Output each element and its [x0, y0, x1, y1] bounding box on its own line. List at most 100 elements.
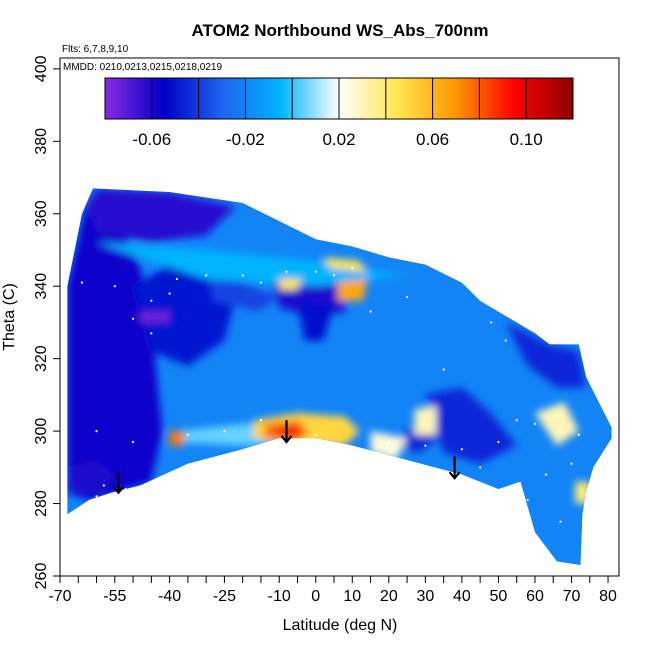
- heatmap-region: [370, 431, 408, 461]
- plot-frame: [59, 57, 620, 577]
- plot-area: [67, 188, 612, 566]
- x-tick-label: -25: [213, 588, 236, 605]
- x-tick-label: 30: [416, 588, 434, 605]
- heatmap-region: [505, 322, 587, 388]
- heatmap-region: [67, 460, 115, 493]
- sample-point: [405, 295, 409, 299]
- sample-point: [168, 292, 171, 295]
- sample-point: [570, 462, 573, 465]
- sample-point: [102, 484, 105, 487]
- sample-point: [131, 317, 135, 320]
- sample-point: [314, 433, 317, 436]
- y-tick-label: 320: [33, 345, 50, 372]
- sample-point: [424, 444, 427, 447]
- heatmap-region: [414, 405, 437, 435]
- arrow-marker: [280, 420, 293, 444]
- dates-annotation: MMDD: 0210,0213,0215,0218,0219: [63, 62, 222, 73]
- arrow-marker: [448, 456, 461, 480]
- y-tick-label: 280: [33, 490, 50, 517]
- heatmap-region: [535, 402, 579, 446]
- sample-point: [559, 520, 562, 523]
- x-tick-label: 10: [343, 588, 361, 605]
- sample-point: [526, 498, 529, 502]
- x-tick-label: -70: [48, 588, 71, 605]
- heatmap-region: [279, 427, 302, 435]
- sample-point: [241, 274, 244, 277]
- x-tick-label: -10: [268, 588, 291, 605]
- sample-point: [351, 266, 354, 270]
- sample-point: [80, 281, 84, 284]
- sample-point: [150, 332, 153, 335]
- sample-point: [95, 430, 98, 433]
- y-tick-label: 300: [33, 418, 50, 445]
- y-axis-label: Theta (C): [1, 283, 18, 351]
- x-tick-label: -40: [158, 588, 181, 605]
- sample-points: [80, 252, 580, 523]
- heatmap-region: [96, 242, 408, 287]
- heatmap-region: [169, 431, 185, 446]
- colorbar-tick-label: 0.02: [322, 130, 355, 149]
- y-axis: 260 280 300 320 340 360 380 400: [33, 55, 60, 589]
- sample-point: [479, 466, 482, 469]
- colorbar-tick-label: 0.06: [416, 130, 449, 149]
- sample-point: [150, 299, 153, 302]
- sample-point: [175, 277, 179, 281]
- chart-title: ATOM2 Northbound WS_Abs_700nm: [192, 21, 489, 40]
- sample-point: [124, 487, 127, 491]
- x-tick-label: 40: [453, 588, 471, 605]
- sample-point: [460, 448, 463, 451]
- sample-point: [544, 473, 548, 476]
- sample-point: [259, 419, 263, 422]
- sample-point: [223, 430, 226, 433]
- sample-point: [387, 440, 390, 444]
- sample-point: [577, 433, 580, 436]
- sample-point: [533, 422, 537, 425]
- heatmap-region: [140, 311, 170, 323]
- sample-point: [259, 281, 263, 284]
- heatmap-region: [206, 271, 280, 312]
- x-tick-label: 60: [526, 588, 544, 605]
- arrow-marker: [112, 470, 125, 495]
- x-tick-label: 80: [599, 588, 617, 605]
- colorbar-divisions: [151, 78, 527, 119]
- x-tick-label: 70: [563, 588, 581, 605]
- y-tick-label: 260: [33, 563, 50, 590]
- sample-point: [113, 285, 116, 288]
- sample-point: [285, 270, 288, 273]
- sample-point: [332, 274, 336, 277]
- flights-annotation: Flts: 6,7,8,9,10: [62, 44, 129, 55]
- x-axis: -70 -55 -40 -25 -10 0 10 20 30 40 50 60 70 80: [48, 576, 617, 605]
- heatmap-region: [425, 387, 517, 464]
- colorbar-tick-label: -0.02: [226, 130, 265, 149]
- x-axis-label: Latitude (deg N): [283, 617, 398, 634]
- sample-point: [504, 339, 507, 342]
- x-tick-label: -55: [103, 588, 126, 605]
- colorbar: -0.06 -0.02 0.02 0.06 0.10: [104, 77, 574, 149]
- heatmap-region: [279, 279, 302, 290]
- sample-point: [369, 310, 372, 313]
- arrow-markers: [112, 420, 461, 495]
- sample-point: [95, 495, 98, 498]
- sample-point: [497, 440, 500, 444]
- sample-point: [387, 252, 390, 255]
- heatmap-field: [67, 188, 612, 566]
- heatmap-region: [85, 188, 236, 243]
- sample-point: [490, 321, 493, 324]
- y-tick-label: 360: [33, 200, 50, 227]
- sample-point: [131, 440, 135, 444]
- heatmap-region: [337, 279, 367, 301]
- colorbar-tick-label: -0.06: [132, 130, 171, 149]
- y-tick-label: 340: [33, 273, 50, 300]
- heatmap-region: [323, 257, 367, 272]
- sample-point: [442, 368, 445, 371]
- x-tick-label: 0: [311, 588, 320, 605]
- sample-point: [205, 274, 208, 277]
- y-tick-label: 400: [33, 55, 50, 82]
- heatmap-region: [297, 300, 334, 341]
- heatmap-cells: [67, 188, 612, 566]
- y-tick-label: 380: [33, 128, 50, 155]
- heatmap-region: [67, 206, 163, 500]
- colorbar-tick-label: 0.10: [510, 130, 543, 149]
- x-tick-label: 20: [380, 588, 398, 605]
